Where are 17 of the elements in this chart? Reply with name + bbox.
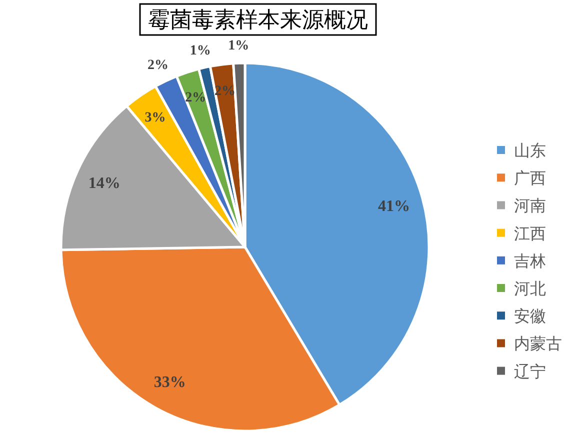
data-label: 1%: [228, 38, 250, 54]
data-label: 1%: [190, 44, 211, 59]
data-label: 41%: [378, 198, 410, 215]
legend-label: 广西: [514, 168, 546, 188]
legend-label: 河北: [514, 279, 546, 298]
data-label: 3%: [144, 110, 166, 126]
legend-label: 吉林: [514, 251, 546, 270]
legend-label: 内蒙古: [514, 334, 562, 354]
chart-title: 霉菌毒素样本来源概况: [148, 7, 368, 32]
data-label: 14%: [88, 174, 120, 192]
legend-label: 山东: [514, 141, 546, 160]
legend-label: 辽宁: [514, 362, 546, 381]
data-label: 33%: [154, 374, 186, 392]
legend-label: 河南: [514, 196, 546, 216]
legend-label: 江西: [514, 224, 546, 243]
legend-label: 安徽: [514, 306, 546, 326]
data-label: 2%: [148, 58, 169, 74]
